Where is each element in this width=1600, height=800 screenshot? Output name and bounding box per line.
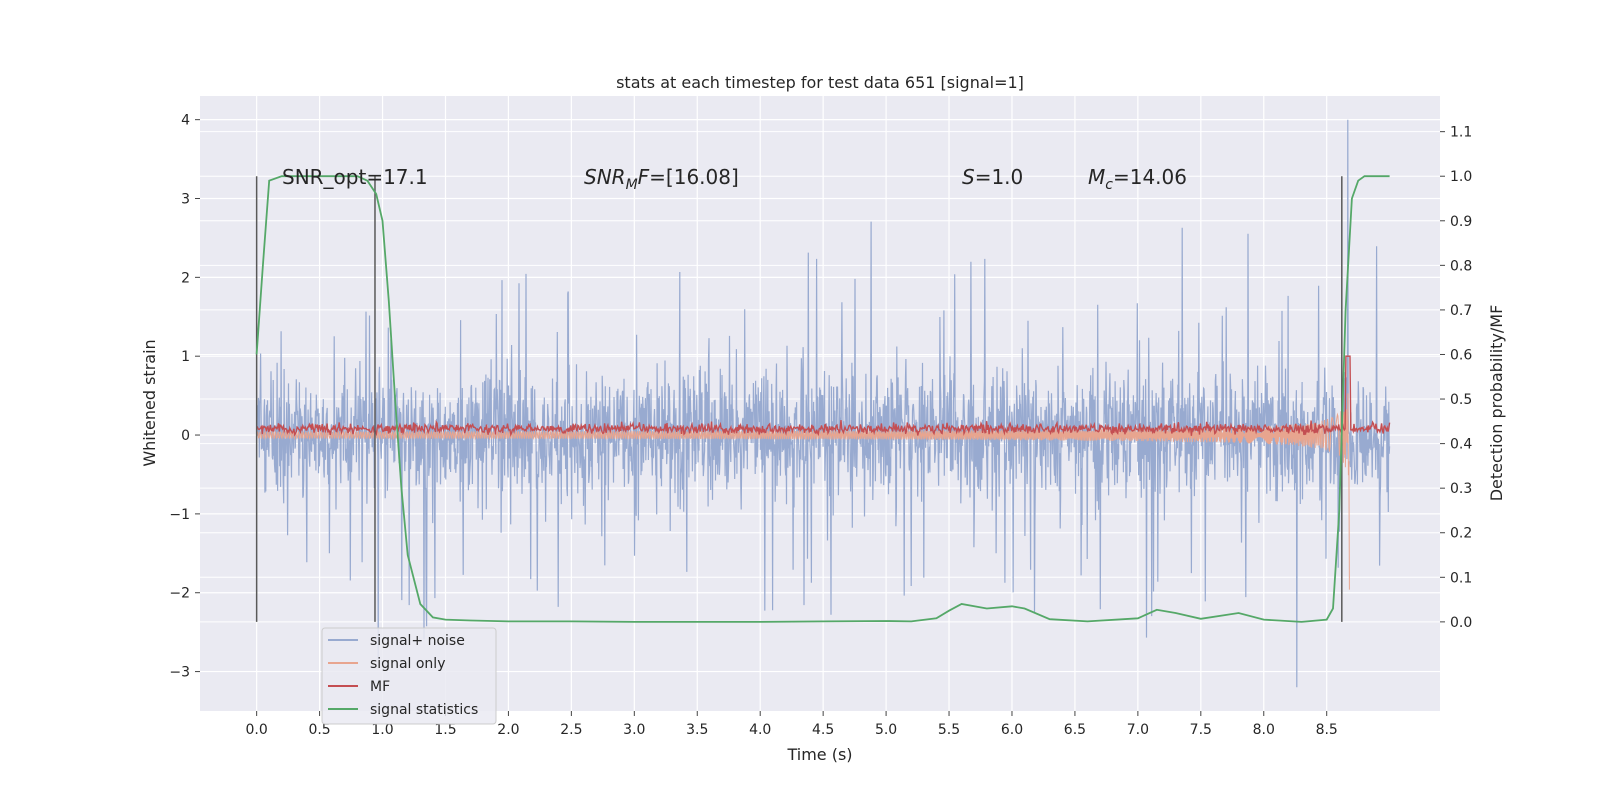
y-axis-ticks: 4 3 2 1 0 −1 −2 −3 [169,113,200,681]
annotation-snr-mf: SNRMF=[16.08] [584,165,739,193]
x-tick-label: 6.0 [1001,722,1023,738]
annotation-mc-main: M [1088,165,1105,189]
y2-tick-label: 1.1 [1450,125,1472,141]
x-tick-label: 1.5 [434,722,456,738]
x-tick-label: 8.5 [1316,722,1338,738]
annotations: SNR_opt=17.1 SNRMF=[16.08] S=1.0 Mc=14.0… [282,165,1187,193]
chart-title: stats at each timestep for test data 651… [616,73,1024,92]
y2-tick-label: 0.4 [1450,437,1472,453]
y-tick-label: 4 [181,113,190,129]
y2-tick-label: 0.8 [1450,258,1472,274]
legend-label-signal-only: signal only [370,656,445,672]
y2-tick-label: 1.0 [1450,169,1472,185]
signal-noise-line [256,119,1391,688]
y2-tick-label: 0.0 [1450,615,1472,631]
y-tick-label: 3 [181,192,190,208]
mf-series [256,355,1391,438]
y2-tick-label: 0.1 [1450,570,1472,586]
y-tick-label: 2 [181,270,190,286]
x-tick-label: 8.0 [1253,722,1275,738]
legend-label-statistics: signal statistics [370,702,478,718]
y-tick-label: −1 [169,507,190,523]
vertical-markers [255,176,1343,622]
annotation-s-tail: =1.0 [975,165,1024,189]
mf-line [256,355,1391,438]
y-tick-label: 0 [181,428,190,444]
signal-statistics-line [255,175,1390,623]
legend-label-mf: MF [370,679,390,695]
y2-axis-label: Detection probability/MF [1487,305,1506,502]
y2-tick-label: 0.9 [1450,214,1472,230]
annotation-mc-sub: c [1105,177,1113,193]
x-tick-label: 1.0 [371,722,393,738]
x-axis-label: Time (s) [786,745,852,764]
y-tick-label: −3 [169,665,190,681]
x-tick-label: 4.0 [749,722,771,738]
x-tick-label: 5.0 [875,722,897,738]
x-tick-label: 7.0 [1127,722,1149,738]
y-tick-label: −2 [169,586,190,602]
legend-label-signal-noise: signal+ noise [370,633,465,649]
x-tick-label: 4.5 [812,722,834,738]
x-tick-label: 0.5 [308,722,330,738]
y2-tick-label: 0.6 [1450,347,1472,363]
legend-box [321,627,497,725]
annotation-s-main: S [962,165,975,189]
y2-axis-ticks: 1.1 1.0 0.9 0.8 0.7 0.6 0.5 0.4 0.3 0.2 0.1 0.0 [1440,125,1472,631]
x-tick-label: 3.0 [623,722,645,738]
annotation-snr-mf-tail: =[16.08] [649,165,739,189]
signal-statistics-series [255,175,1390,623]
annotation-snr-mf-tail-f: F [638,165,650,189]
y-tick-label: 1 [181,349,190,365]
signal-only-line [256,393,1350,590]
y2-tick-label: 0.7 [1450,303,1472,319]
annotation-mc-tail: =14.06 [1113,165,1187,189]
legend: signal+ noise signal only MF signal stat… [321,627,497,725]
signal-only-series [256,393,1350,590]
annotation-snr-opt: SNR_opt=17.1 [282,165,428,189]
y-axis-label: Whitened strain [140,339,159,466]
x-tick-label: 6.5 [1064,722,1086,738]
annotation-snr-mf-sub: M [626,177,638,193]
x-tick-label: 0.0 [246,722,268,738]
y2-tick-label: 0.3 [1450,481,1472,497]
x-tick-label: 7.5 [1190,722,1212,738]
y2-tick-label: 0.5 [1450,392,1472,408]
y2-tick-label: 0.2 [1450,526,1472,542]
annotation-snr-mf-main: SNR [584,165,626,189]
x-tick-label: 3.5 [686,722,708,738]
x-tick-label: 5.5 [938,722,960,738]
annotation-s: S=1.0 [962,165,1023,189]
signal-noise-series [256,119,1391,688]
x-tick-label: 2.0 [497,722,519,738]
x-axis-ticks: 0.0 0.5 1.0 1.5 2.0 2.5 3.0 3.5 4.0 4.5 5.0 5.5 6.0 6… [246,711,1338,738]
annotation-mc: Mc=14.06 [1088,165,1187,193]
x-tick-label: 2.5 [560,722,582,738]
